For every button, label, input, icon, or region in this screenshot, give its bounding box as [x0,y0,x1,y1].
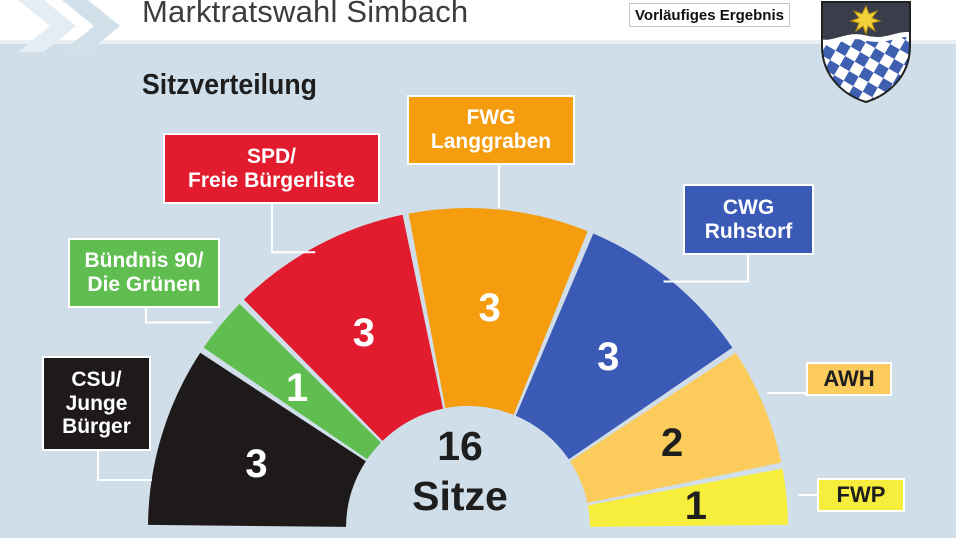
seat-segment-csu-junge-bürger [148,352,366,527]
seat-count-csu-junge-bürger: 3 [245,441,268,486]
total-seats-number: 16 [437,423,483,469]
seat-count-cwg-ruhstorf: 3 [597,335,620,380]
seat-count-awh: 2 [661,421,684,466]
legend-label-fwg-langgraben: FWG Langgraben [407,95,575,165]
seat-count-bündnis-90-die-grünen: 1 [286,365,309,410]
header-bar [0,0,956,40]
seat-count-fwp: 1 [684,483,708,528]
header-divider [0,40,956,44]
leader-line-awh [767,392,807,396]
leader-line-bündnis-90-die-grünen [145,308,212,324]
seat-segment-fwp [587,468,788,527]
seat-segment-spd-freie-bürgerliste [243,214,444,441]
legend-label-bündnis-90-die-grünen: Bündnis 90/ Die Grünen [68,238,220,308]
status-badge: Vorläufiges Ergebnis [629,3,790,27]
seat-segment-awh [570,352,782,504]
legend-label-spd-freie-bürgerliste: SPD/ Freie Bürgerliste [163,133,380,204]
total-seats-unit: Sitze [412,473,508,519]
legend-label-cwg-ruhstorf: CWG Ruhstorf [683,184,814,255]
legend-label-csu-junge-bürger: CSU/ Junge Bürger [42,356,151,451]
coat-of-arms-icon [821,1,911,104]
page-title: Marktratswahl Simbach [142,0,469,29]
chevron-logo-icon [18,0,120,52]
leader-line-cwg-ruhstorf [663,255,749,283]
leader-line-spd-freie-bürgerliste [271,204,316,254]
seat-count-fwg-langgraben: 3 [478,286,501,331]
seat-segment-fwg-langgraben [408,208,588,415]
chart-title: Sitzverteilung [142,69,317,101]
seat-segment-bündnis-90-die-grünen [203,303,381,460]
legend-label-awh: AWH [806,362,892,396]
legend-label-fwp: FWP [817,478,905,512]
seat-count-spd-freie-bürgerliste: 3 [352,311,375,356]
leader-line-csu-junge-bürger [97,451,152,481]
seat-segment-cwg-ruhstorf [515,233,733,460]
